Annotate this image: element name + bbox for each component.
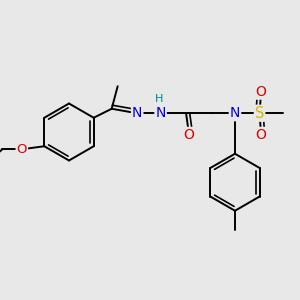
Text: O: O [256, 85, 266, 99]
Text: N: N [230, 106, 240, 120]
Text: N: N [155, 106, 166, 120]
Text: O: O [256, 128, 266, 142]
Text: S: S [255, 106, 264, 121]
Text: O: O [184, 128, 194, 142]
Text: O: O [16, 143, 27, 156]
Text: H: H [155, 94, 163, 104]
Text: N: N [132, 106, 142, 120]
